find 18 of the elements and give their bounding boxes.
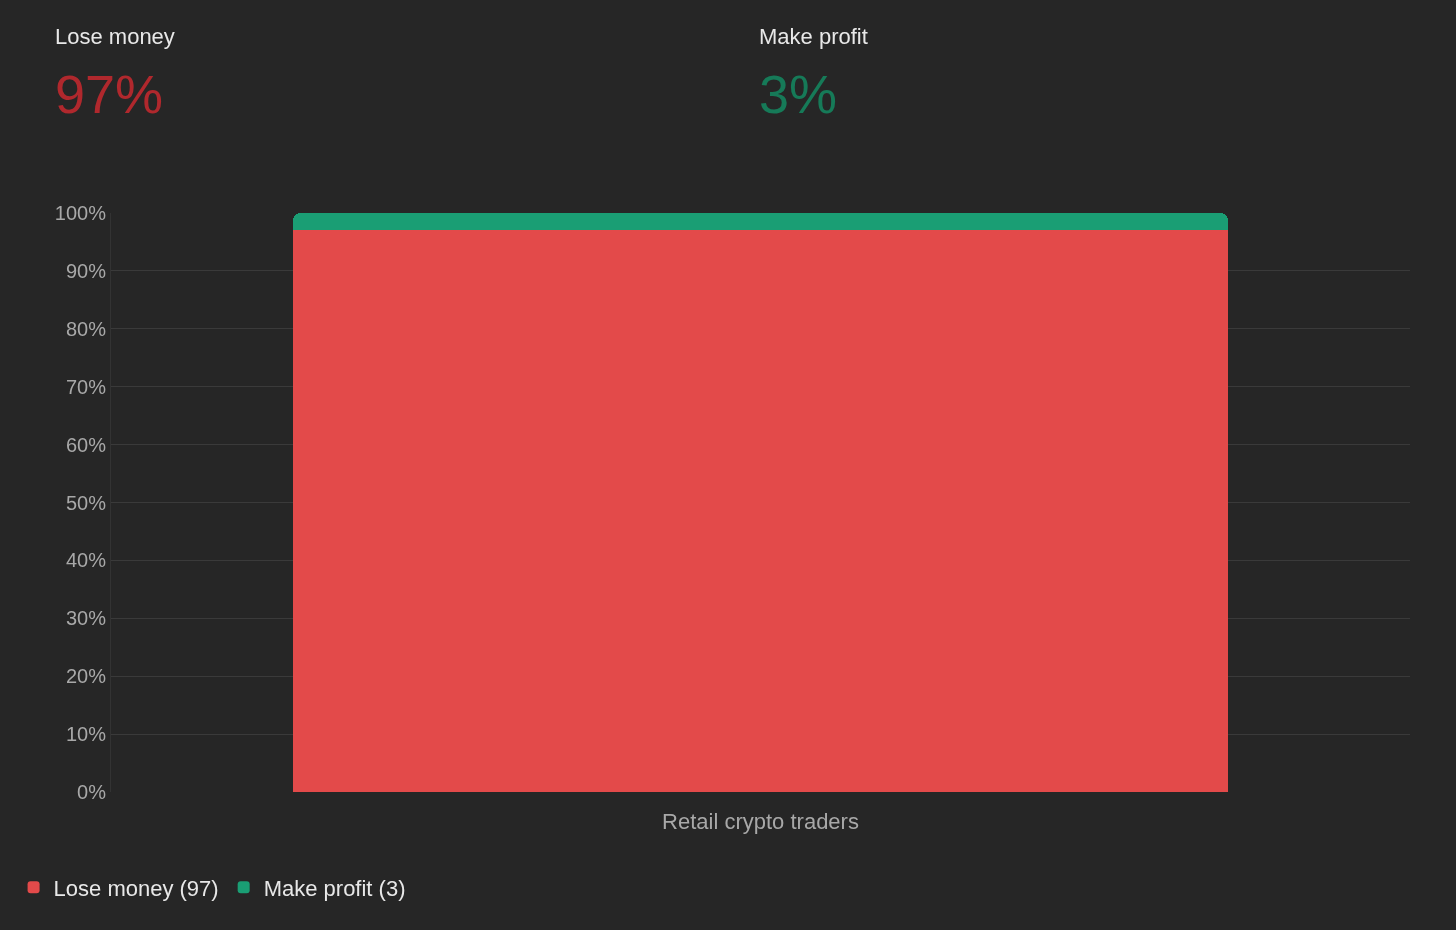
y-tick-label: 10% <box>65 723 107 746</box>
legend-label: Make profit (3) <box>263 875 406 901</box>
y-tick-label: 30% <box>65 607 107 630</box>
legend-label: Lose money (97) <box>53 875 219 901</box>
text: 3% <box>759 64 838 124</box>
y-tick-label: 20% <box>65 665 107 688</box>
y-tick-label: 100% <box>54 202 107 224</box>
y-tick-label: 0% <box>77 781 107 803</box>
text: Make profit <box>759 24 868 49</box>
text: 97% <box>55 64 164 124</box>
y-tick-label: 60% <box>65 433 107 456</box>
y-tick-label: 40% <box>65 549 107 572</box>
text: Lose money <box>55 24 175 49</box>
y-tick-label: 80% <box>65 317 107 340</box>
y-tick-label: 50% <box>65 491 107 514</box>
y-tick-label: 90% <box>65 259 107 282</box>
x-tick-label: Retail crypto traders <box>662 809 859 834</box>
y-tick-label: 70% <box>65 375 107 398</box>
